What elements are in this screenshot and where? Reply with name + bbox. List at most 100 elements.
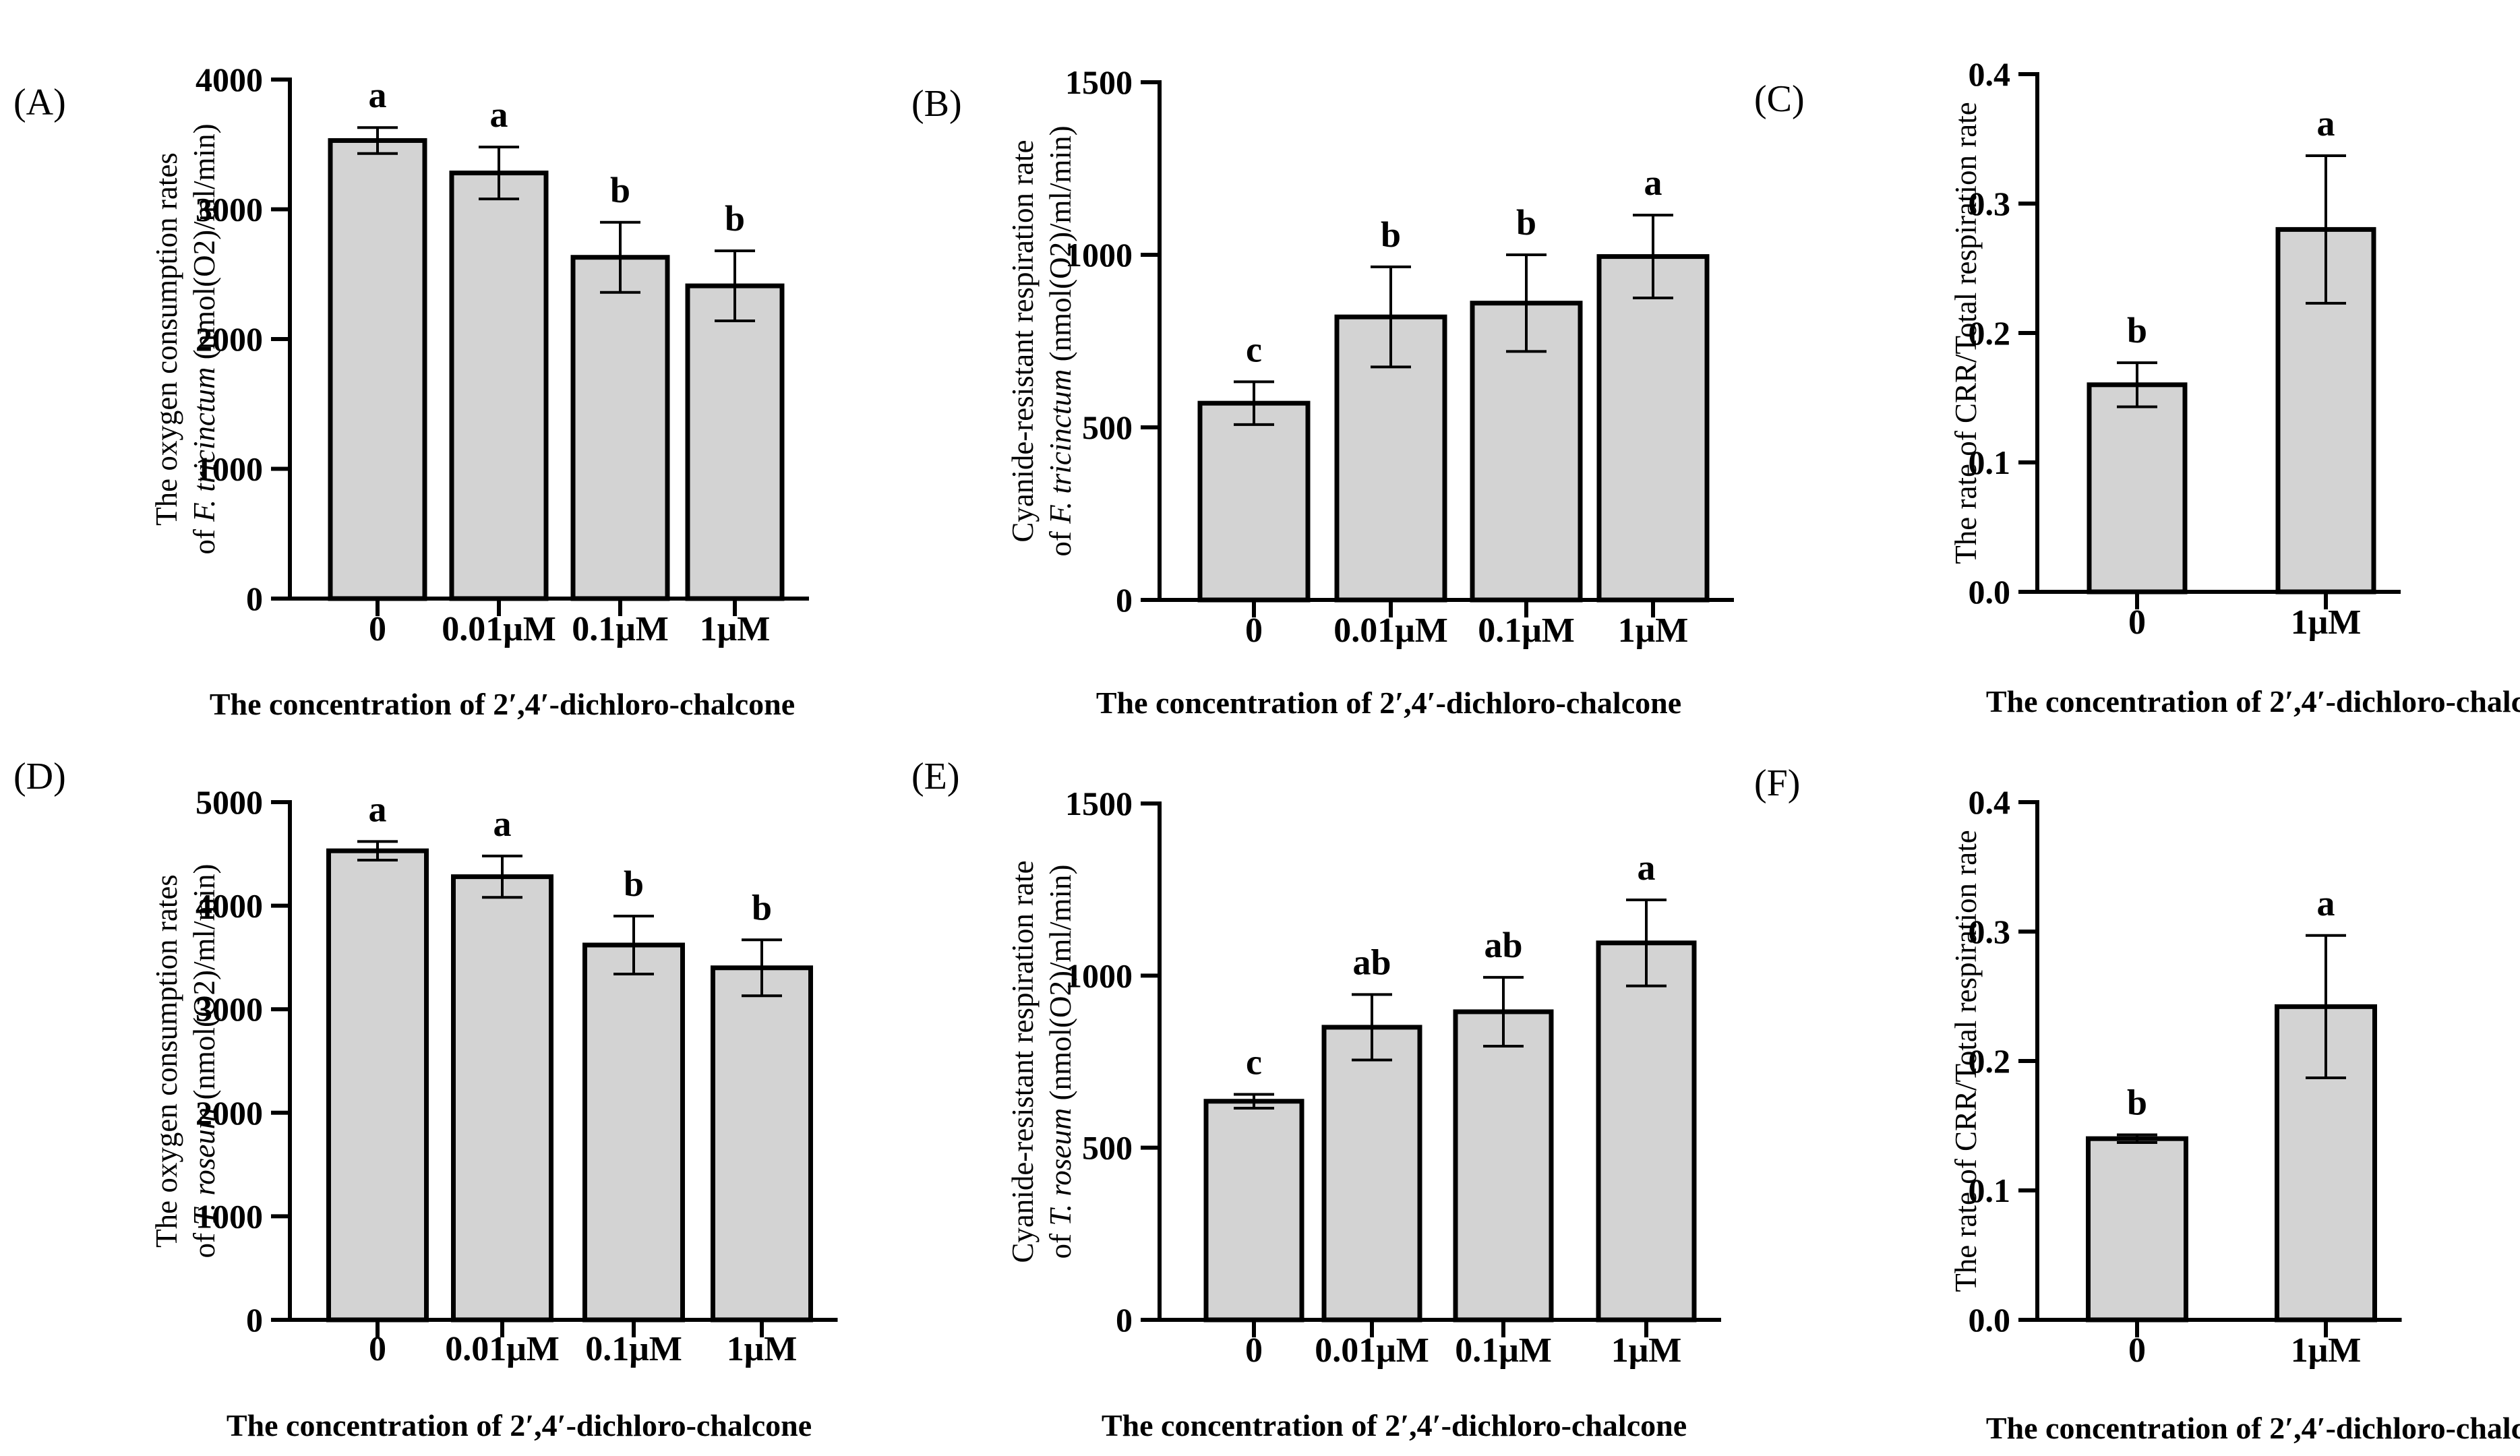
significance-letter: a xyxy=(369,75,387,115)
bar xyxy=(449,171,549,601)
y-axis-label-part: The rate of CRR/Total respiration rate xyxy=(1949,102,1983,564)
x-axis-label: The concentration of 2′,4′-dichloro-chal… xyxy=(227,1408,812,1443)
y-tick-label: 0.3 xyxy=(1969,913,2011,950)
category-label: 0 xyxy=(369,1330,386,1368)
significance-letter: a xyxy=(493,803,512,844)
panel-label: (B) xyxy=(911,83,962,125)
category-label: 0.1μM xyxy=(1478,611,1575,650)
category-label: 0.1μM xyxy=(585,1330,682,1368)
y-tick-label: 0.4 xyxy=(1969,55,2011,93)
significance-letter: c xyxy=(1246,329,1262,369)
y-tick-label: 0.0 xyxy=(1969,1301,2011,1339)
significance-letter: a xyxy=(2317,883,2335,923)
category-label: 0.1μM xyxy=(572,610,669,648)
y-axis-label-part: of xyxy=(1044,1226,1077,1259)
significance-letter: a xyxy=(1638,847,1656,888)
y-tick-label: 0.2 xyxy=(1969,1042,2011,1080)
y-tick-label: 0 xyxy=(246,580,263,617)
y-axis-label: of T. roseum (nmol(O2)/ml/min) xyxy=(1044,865,1077,1259)
chart-panel: (B) 0 500 1000 1500 c 0 b 0.01μM b 0.1μM a 1μM The co… xyxy=(911,63,1734,720)
significance-letter: b xyxy=(1516,202,1536,243)
category-label: 0 xyxy=(1245,611,1263,650)
significance-letter: c xyxy=(1246,1042,1262,1083)
category-label: 1μM xyxy=(2291,603,2362,642)
y-tick-label: 1000 xyxy=(196,450,263,488)
y-axis-label-part: of xyxy=(1044,524,1077,557)
bar xyxy=(685,283,785,601)
chart-panel: (F) 0.0 0.1 0.2 0.3 0.4 b 0 a 1μM The concentratio… xyxy=(1754,762,2520,1445)
significance-letter: ab xyxy=(1352,942,1391,982)
significance-letter: a xyxy=(2317,103,2335,144)
y-axis-label-part: The oxygen consumption rates xyxy=(150,152,183,526)
x-axis-label: The concentration of 2′,4′-dichloro-chal… xyxy=(1986,1411,2520,1445)
category-label: 1μM xyxy=(2291,1331,2362,1370)
y-axis-label-part: (nmol(O2)/ml/min) xyxy=(1044,125,1077,369)
y-axis-label-part: T. roseum xyxy=(187,1108,221,1225)
y-axis-label: Cyanide-resistant respiration rate xyxy=(1006,860,1040,1263)
bar xyxy=(326,848,429,1323)
y-axis-label-part: (nmol(O2)/ml/min) xyxy=(1044,865,1077,1108)
category-label: 0 xyxy=(1245,1331,1263,1370)
y-axis-label-part: The rate of CRR/Total respiration rate xyxy=(1949,830,1983,1292)
y-tick-label: 1500 xyxy=(1065,63,1133,101)
y-axis-label-part: (nmol(O2)/ml/min) xyxy=(187,123,221,367)
bar xyxy=(1321,1025,1422,1323)
y-axis-label: of F. tricinctum (nmol(O2)/ml/min) xyxy=(187,123,221,554)
chart-panel: (C) 0.0 0.1 0.2 0.3 0.4 b 0 a 1μM The concentratio… xyxy=(1754,55,2520,719)
bar xyxy=(1596,940,1697,1323)
y-axis-label-part: T. roseum xyxy=(1044,1108,1077,1226)
bar xyxy=(1453,1009,1554,1323)
category-label: 0.1μM xyxy=(1455,1331,1552,1370)
y-tick-label: 0 xyxy=(1116,581,1133,619)
panel-label: (C) xyxy=(1754,78,1805,120)
y-tick-label: 0.2 xyxy=(1969,314,2011,352)
x-axis-label: The concentration of 2′,4′-dichloro-chal… xyxy=(210,687,795,721)
y-axis-label: of F. tricinctum (nmol(O2)/ml/min) xyxy=(1044,125,1077,556)
y-axis-label: The rate of CRR/Total respiration rate xyxy=(1949,102,1983,564)
y-axis-label-part: F. tricinctum xyxy=(187,367,221,522)
x-axis-label: The concentration of 2′,4′-dichloro-chal… xyxy=(1986,684,2520,719)
y-tick-label: 3000 xyxy=(196,191,263,229)
chart-panel: (A) 0 1000 2000 3000 4000 a 0 a 0.01μM b 0.1μM b 1μM T… xyxy=(13,61,809,721)
chart-panel: (E) 0 500 1000 1500 c 0 ab 0.01μM ab 0.1μM a 1μM The … xyxy=(911,756,1721,1443)
y-axis-label: of T. roseum (nmol(O2)/ml/min) xyxy=(187,864,221,1258)
y-tick-label: 1000 xyxy=(196,1197,263,1235)
category-label: 0.01μM xyxy=(1315,1331,1429,1370)
significance-letter: ab xyxy=(1484,925,1522,965)
y-axis-label: Cyanide-resistant respiration rate xyxy=(1006,140,1040,542)
category-label: 0 xyxy=(369,610,386,648)
x-axis-label: The concentration of 2′,4′-dichloro-chal… xyxy=(1096,686,1681,720)
significance-letter: b xyxy=(1381,214,1401,255)
y-tick-label: 2000 xyxy=(196,320,263,358)
y-tick-label: 2000 xyxy=(196,1094,263,1132)
bar xyxy=(1197,400,1311,603)
y-axis-label: The rate of CRR/Total respiration rate xyxy=(1949,830,1983,1292)
significance-letter: b xyxy=(2127,310,2147,351)
y-tick-label: 1000 xyxy=(1065,957,1133,994)
y-tick-label: 0.1 xyxy=(1969,444,2011,481)
category-label: 1μM xyxy=(700,610,771,648)
y-tick-label: 3000 xyxy=(196,990,263,1028)
y-tick-label: 1500 xyxy=(1065,785,1133,822)
significance-letter: b xyxy=(752,887,772,928)
significance-letter: a xyxy=(369,789,387,829)
y-axis-label: The oxygen consumption rates xyxy=(150,874,183,1248)
bar xyxy=(711,965,813,1323)
y-tick-label: 0.0 xyxy=(1969,573,2011,611)
panel-label: (F) xyxy=(1754,762,1800,804)
chart-panel: (D) 0 1000 2000 3000 4000 5000 a 0 a 0.01μM b 0.1μM b… xyxy=(13,756,838,1443)
category-label: 0.01μM xyxy=(445,1330,560,1368)
significance-letter: b xyxy=(725,198,745,239)
y-axis-label-part: Cyanide-resistant respiration rate xyxy=(1006,140,1040,542)
bar xyxy=(1596,254,1710,603)
category-label: 1μM xyxy=(1618,611,1689,650)
y-axis-label-part: F. tricinctum xyxy=(1044,369,1077,524)
significance-letter: b xyxy=(610,170,630,210)
bar xyxy=(1203,1099,1304,1323)
y-tick-label: 4000 xyxy=(196,887,263,925)
y-tick-label: 0.1 xyxy=(1969,1172,2011,1209)
category-label: 1μM xyxy=(727,1330,798,1368)
category-label: 0.01μM xyxy=(442,610,556,648)
significance-letter: a xyxy=(1644,162,1662,203)
y-tick-label: 1000 xyxy=(1065,236,1133,274)
